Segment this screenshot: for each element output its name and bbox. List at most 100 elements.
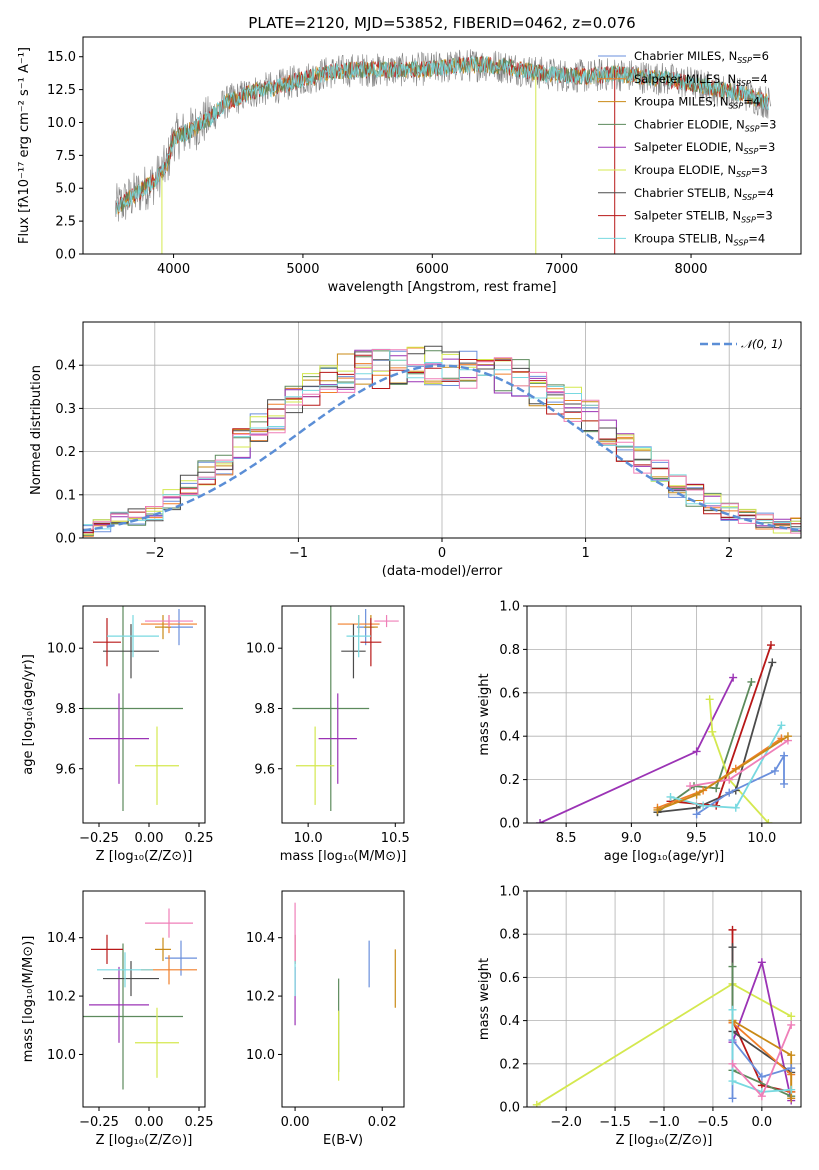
series-marker [780, 779, 789, 788]
x-tick-label: 4000 [157, 262, 190, 277]
y-tick-label: 9.8 [254, 702, 275, 717]
histogram-series [83, 348, 801, 530]
series-marker [692, 810, 701, 819]
series-marker [768, 658, 777, 667]
y-tick-label: 0.2 [499, 773, 520, 788]
series-marker [787, 1051, 796, 1060]
series-marker [666, 792, 675, 801]
legend-label: 𝒩(0, 1) [741, 337, 783, 351]
y-tick-label: 0.8 [499, 928, 520, 943]
series-marker [777, 721, 786, 730]
series-marker [757, 1072, 766, 1081]
x-tick-label: 9.0 [621, 831, 642, 846]
y-tick-label: 1.0 [499, 885, 520, 900]
y-axis-label: age [log₁₀(age/yr)] [21, 654, 36, 775]
series-marker [725, 775, 734, 784]
legend-label: Salpeter STELIB, NSSP=3 [634, 209, 773, 225]
x-tick-label: 0 [438, 546, 446, 561]
legend-label: Chabrier STELIB, NSSP=4 [634, 186, 774, 202]
x-axis-label: mass [log₁₀(M/M⊙)] [280, 849, 407, 864]
series-line [670, 724, 783, 809]
y-axis-label: mass [log₁₀(M/M⊙)] [21, 936, 36, 1063]
series-marker [731, 803, 740, 812]
x-tick-label: 10.0 [747, 831, 776, 846]
x-tick-label: 6000 [416, 262, 449, 277]
residual-histogram-panel: −2 −1 0 1 2 0.0 0.1 0.2 0.3 0.4 (data-model)/error… [29, 321, 802, 579]
x-axis-label: Z [log₁₀(Z/Z⊙)] [616, 1133, 713, 1148]
y-tick-label: 0.1 [55, 488, 76, 503]
series-marker [764, 819, 773, 823]
series-marker [787, 1094, 796, 1103]
x-axis-label: wavelength [Angstrom, rest frame] [328, 280, 557, 295]
x-tick-label: 0.25 [185, 831, 214, 846]
series-group [532, 925, 796, 1107]
y-tick-label: 9.6 [55, 762, 76, 777]
y-tick-label: 10.0 [246, 642, 275, 657]
x-axis-label: Z [log₁₀(Z/Z⊙)] [96, 1133, 193, 1148]
x-tick-label: 0.00 [135, 831, 164, 846]
y-tick-label: 10.0 [47, 1048, 76, 1063]
series-marker [692, 790, 701, 799]
legend-label: Kroupa STELIB, NSSP=4 [634, 231, 765, 247]
mass-weight-vs-metallicity-panel: −2.0 −1.5 −1.0 −0.5 0.0 0.0 0.2 0.4 0.6 0.8 1.0 Z [… [477, 885, 802, 1148]
x-tick-label: −2 [145, 546, 164, 561]
x-tick-label: −0.5 [697, 1115, 729, 1130]
age-vs-mass-panel: 10.0 10.5 9.6 9.8 10.0 mass [log₁₀(M/M⊙)] [246, 605, 410, 864]
y-tick-label: 0.6 [499, 686, 520, 701]
x-tick-label: −1.5 [599, 1115, 631, 1130]
x-tick-label: 0.25 [185, 1115, 214, 1130]
y-tick-label: 2.5 [55, 215, 76, 230]
y-axis-label: Flux [fλ10⁻¹⁷ erg cm⁻² s⁻¹ A⁻¹] [17, 47, 32, 244]
y-tick-label: 9.6 [254, 762, 275, 777]
y-tick-label: 10.0 [246, 1048, 275, 1063]
legend-label: Salpeter ELODIE, NSSP=3 [634, 140, 775, 156]
y-tick-label: 9.8 [55, 702, 76, 717]
x-axis-label: E(B-V) [323, 1133, 363, 1148]
series-marker [787, 1012, 796, 1021]
mass-weight-vs-age-panel: 8.5 9.0 9.5 10.0 0.0 0.2 0.4 0.6 0.8 1.0 age [log₁… [477, 600, 802, 864]
plot-frame [281, 890, 405, 1108]
y-tick-label: 10.0 [47, 642, 76, 657]
series-marker [725, 788, 734, 797]
y-tick-label: 0.3 [55, 402, 76, 417]
plot-frame [82, 605, 206, 824]
series-marker [728, 943, 737, 952]
normal-curve [83, 364, 799, 532]
series-marker [699, 801, 708, 810]
model-spectrum [116, 56, 770, 214]
plot-frame [526, 605, 802, 824]
x-tick-label: 0.00 [135, 1115, 164, 1130]
plot-frame [82, 321, 802, 539]
series-marker [705, 695, 714, 704]
y-tick-label: 7.5 [55, 149, 76, 164]
spectra-group [115, 49, 772, 254]
y-axis-label: mass weight [477, 958, 492, 1040]
legend-label: Kroupa ELODIE, NSSP=3 [634, 163, 768, 179]
series-marker [686, 782, 695, 791]
series-marker [708, 727, 717, 736]
legend-label: Salpeter MILES, NSSP=4 [634, 72, 768, 88]
series-line [656, 681, 753, 813]
x-tick-label: −0.25 [79, 1115, 119, 1130]
errorbars-group [83, 606, 197, 811]
legend-label: Chabrier MILES, NSSP=6 [634, 49, 769, 65]
x-tick-label: 5000 [286, 262, 319, 277]
series-marker [728, 1059, 737, 1068]
y-tick-label: 0.2 [499, 1057, 520, 1072]
y-tick-label: 12.5 [47, 83, 76, 98]
series-marker [532, 1100, 541, 1107]
series-marker [757, 958, 766, 967]
series-marker [692, 747, 701, 756]
x-tick-label: 8000 [674, 262, 707, 277]
legend-label: Kroupa MILES, NSSP=4 [634, 95, 760, 111]
series-marker [728, 925, 737, 934]
y-tick-label: 0.8 [499, 643, 520, 658]
y-tick-label: 0.0 [499, 817, 520, 832]
x-axis-label: (data-model)/error [382, 564, 503, 579]
figure-title: PLATE=2120, MJD=53852, FIBERID=0462, z=0… [248, 14, 635, 32]
x-axis-label: age [log₁₀(age/yr)] [604, 849, 725, 864]
series-marker [728, 1094, 737, 1103]
series-marker [747, 677, 756, 686]
x-tick-label: −0.25 [79, 831, 119, 846]
